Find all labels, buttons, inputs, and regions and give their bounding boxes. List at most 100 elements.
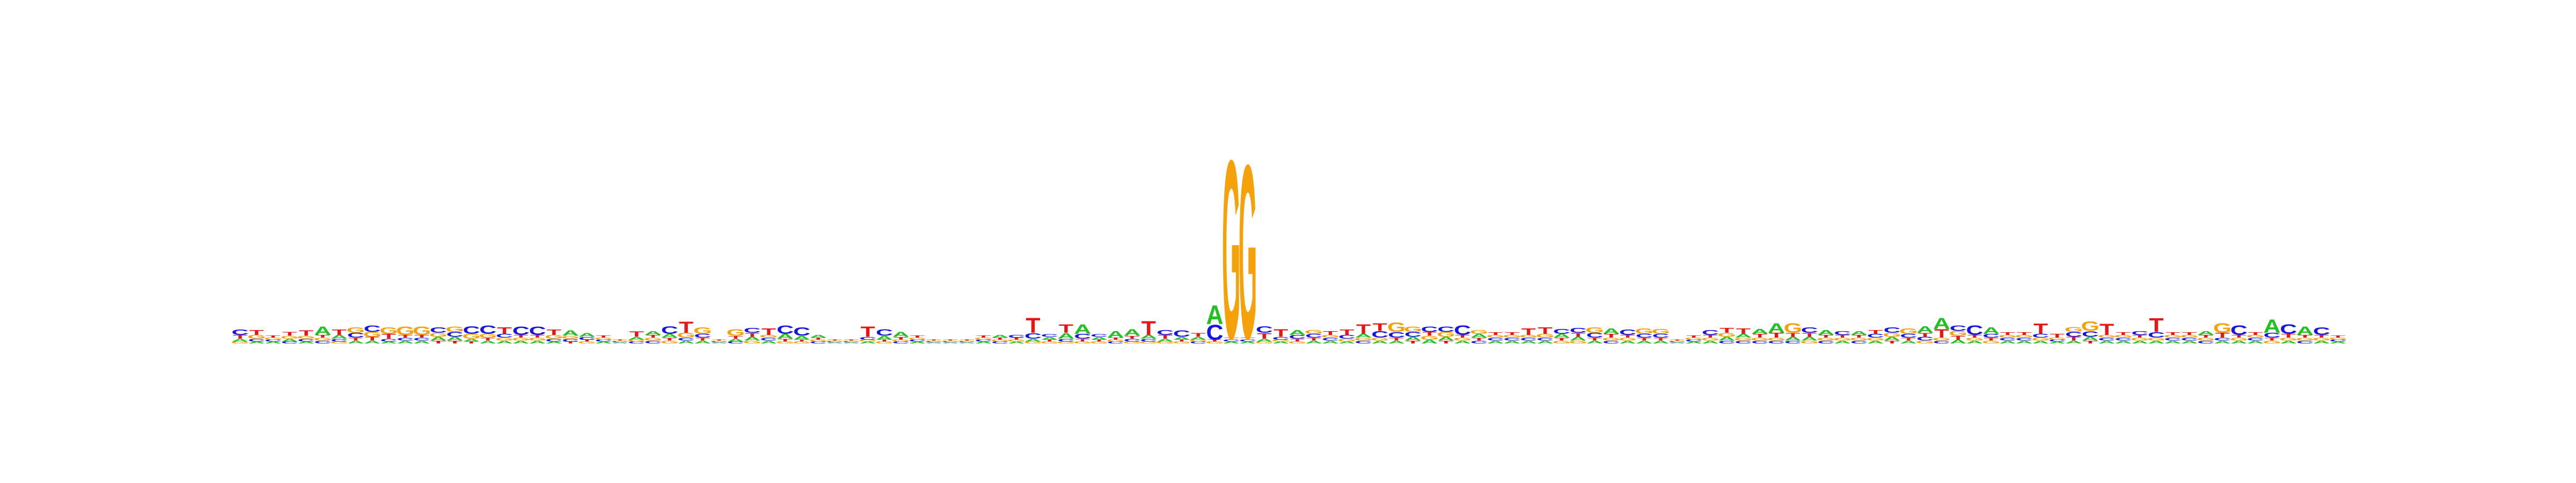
logo-letter-t: T	[1719, 327, 1734, 334]
logo-letter-a: A	[1933, 315, 1950, 333]
logo-letter-t: T	[514, 334, 529, 338]
logo-letter-t: T	[1092, 339, 1106, 342]
logo-letter-a: A	[1900, 340, 1917, 344]
logo-letter-t: T	[1687, 335, 1701, 339]
logo-letter-t: T	[1373, 321, 1387, 333]
logo-letter-t: T	[1108, 337, 1123, 340]
logo-letter-c: C	[1768, 340, 1785, 344]
logo-letter-t: T	[1455, 334, 1470, 338]
logo-letter-g: G	[280, 335, 298, 339]
logo-letter-a: A	[463, 338, 480, 342]
logo-letter-t: T	[1075, 338, 1091, 342]
logo-letter-g: G	[875, 341, 894, 344]
logo-letter-a: A	[991, 334, 1008, 338]
logo-letter-g: G	[1850, 337, 1868, 341]
logo-letter-t: T	[1851, 334, 1867, 338]
logo-letter-c: C	[1190, 341, 1207, 344]
logo-letter-c: C	[677, 337, 694, 341]
logo-letter-a: A	[1124, 327, 1141, 338]
logo-letter-a: A	[1206, 301, 1223, 331]
logo-letter-c: C	[1982, 333, 2000, 339]
logo-letter-c: C	[1504, 337, 1521, 341]
logo-letter-c: C	[2082, 330, 2099, 339]
logo-letter-t: T	[1967, 334, 1982, 338]
logo-letter-a: A	[645, 330, 662, 336]
logo-letter-g: G	[776, 341, 794, 344]
logo-letter-g: G	[2213, 320, 2232, 335]
logo-letter-t: T	[1571, 332, 1586, 338]
logo-letter-g: G	[991, 339, 1009, 342]
logo-letter-c: C	[1619, 328, 1636, 337]
logo-letter-g: G	[2296, 337, 2314, 341]
logo-letter-a: A	[1140, 334, 1157, 340]
logo-letter-g: G	[1685, 337, 1703, 340]
logo-letter-t: T	[1208, 339, 1222, 342]
logo-letter-c: C	[1999, 337, 2016, 341]
logo-letter-t: T	[1521, 326, 1536, 337]
logo-letter-g: G	[1007, 339, 1026, 342]
logo-letter-c: C	[2263, 332, 2280, 339]
logo-letter-a: A	[1041, 336, 1058, 340]
logo-letter-a: A	[1619, 340, 1636, 344]
logo-letter-c: C	[1091, 333, 1108, 338]
logo-letter-g: G	[974, 337, 992, 340]
logo-letter-t: T	[2017, 331, 2032, 335]
logo-letter-g: G	[2097, 334, 2116, 338]
logo-letter-t: T	[2314, 334, 2329, 338]
logo-letter-a: A	[2082, 336, 2099, 342]
logo-letter-c: C	[859, 336, 876, 340]
logo-letter-g: G	[1569, 340, 1587, 344]
logo-letter-c: C	[1883, 326, 1900, 335]
logo-letter-t: T	[348, 337, 363, 341]
logo-letter-t: T	[2000, 331, 2015, 335]
logo-letter-c: C	[1074, 333, 1091, 340]
logo-letter-a: A	[496, 340, 513, 344]
logo-letter-t: T	[1769, 332, 1783, 339]
logo-letter-a: A	[892, 331, 910, 338]
logo-letter-t: T	[547, 328, 561, 337]
logo-letter-t: T	[2149, 314, 2163, 336]
logo-letter-t: T	[712, 339, 727, 341]
logo-letter-g: G	[1404, 325, 1423, 334]
logo-letter-g: G	[2081, 319, 2100, 334]
logo-letter-g: G	[1321, 334, 1340, 338]
logo-letter-g: G	[1734, 337, 1752, 341]
logo-letter-a: A	[843, 342, 860, 344]
logo-letter-c: C	[1173, 328, 1190, 339]
logo-letter-c: C	[413, 337, 430, 341]
logo-letter-t: T	[1340, 328, 1354, 337]
logo-letter-c: C	[1685, 339, 1702, 342]
logo-letter-c: C	[298, 338, 315, 342]
logo-letter-g: G	[941, 340, 960, 342]
logo-letter-g: G	[825, 340, 844, 342]
logo-letter-a: A	[545, 341, 562, 344]
logo-letter-a: A	[2230, 340, 2248, 344]
logo-letter-c: C	[2131, 330, 2148, 336]
logo-letter-c: C	[1735, 340, 1752, 344]
logo-letter-t: T	[696, 337, 711, 341]
logo-letter-a: A	[2131, 340, 2148, 344]
logo-letter-a: A	[1008, 341, 1025, 344]
logo-letter-t: T	[2281, 333, 2296, 339]
logo-letter-t: T	[2248, 331, 2263, 335]
logo-letter-g: G	[1866, 337, 1884, 341]
logo-letter-c: C	[1636, 333, 1653, 339]
logo-letter-c: C	[2148, 331, 2165, 340]
logo-letter-g: G	[363, 331, 381, 338]
logo-letter-c: C	[231, 328, 248, 337]
logo-letter-a: A	[1570, 336, 1587, 342]
logo-letter-g: G	[1585, 326, 1604, 335]
logo-letter-t: T	[2165, 331, 2180, 335]
logo-letter-c: C	[380, 338, 397, 342]
logo-letter-t: T	[1307, 337, 1322, 341]
logo-letter-c: C	[843, 341, 860, 343]
logo-letter-t: T	[414, 334, 429, 338]
logo-letter-t: T	[2231, 334, 2246, 338]
logo-letter-a: A	[2197, 330, 2214, 336]
logo-letter-t: T	[1042, 339, 1057, 342]
logo-letter-t: T	[943, 339, 957, 341]
logo-letter-c: C	[611, 341, 628, 343]
logo-letter-c: C	[529, 324, 546, 338]
logo-letter-a: A	[265, 341, 282, 344]
logo-letter-t: T	[1587, 337, 1602, 341]
